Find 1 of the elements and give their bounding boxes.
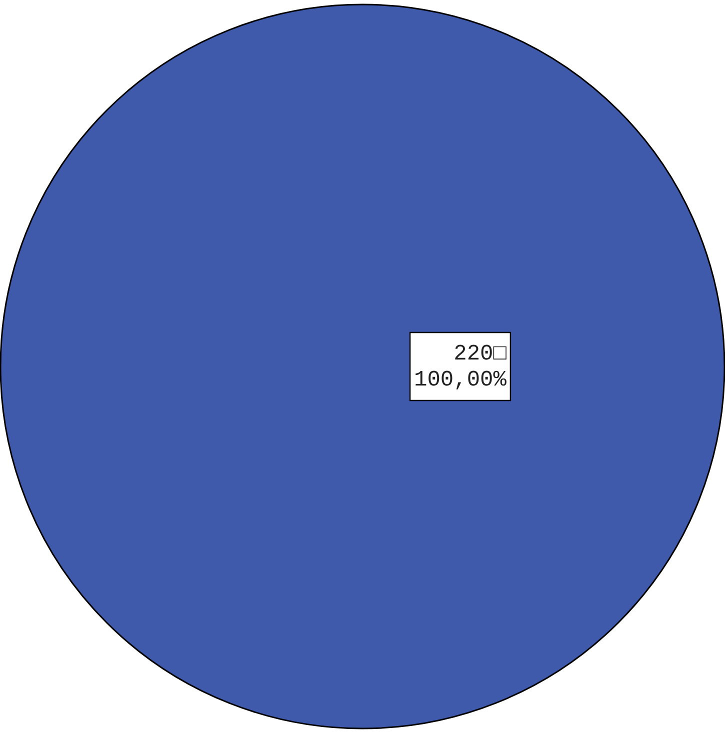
data-label: 220□ 100,00% xyxy=(414,341,508,392)
